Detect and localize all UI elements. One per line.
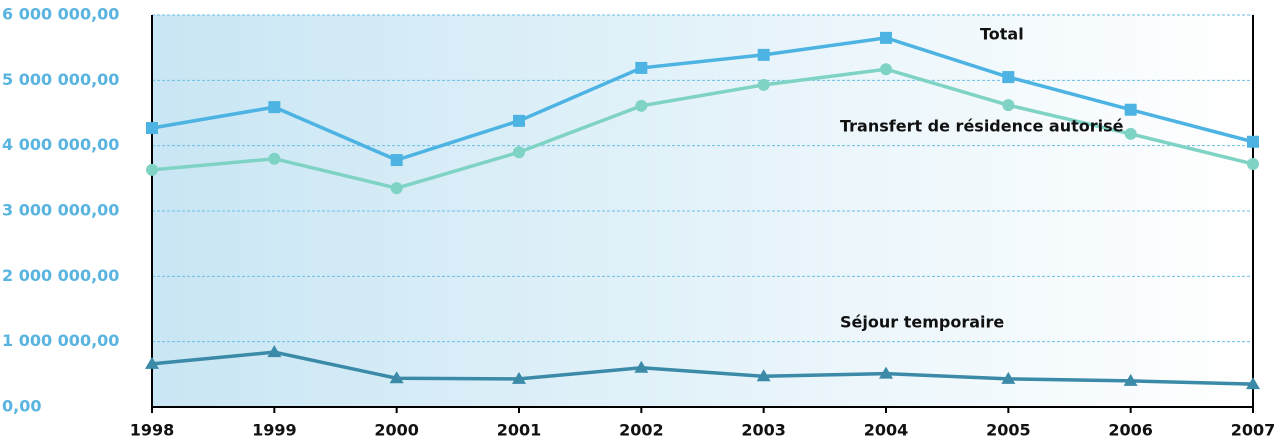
series-label: Séjour temporaire	[840, 313, 1004, 332]
y-tick-label: 5 000 000,00	[2, 70, 119, 89]
x-tick-label: 1999	[252, 421, 297, 440]
marker	[635, 99, 648, 112]
x-tick-label: 2002	[619, 421, 664, 440]
marker	[1002, 99, 1015, 112]
series-line	[151, 36, 1254, 162]
x-tick-label: 2004	[864, 421, 909, 440]
y-tick-label: 4 000 000,00	[2, 135, 119, 154]
marker	[1124, 127, 1137, 140]
marker	[757, 48, 770, 61]
marker	[389, 371, 404, 384]
marker	[634, 360, 649, 373]
marker	[1247, 157, 1259, 170]
marker	[390, 182, 403, 195]
marker	[512, 371, 526, 384]
marker	[1246, 377, 1260, 390]
marker	[880, 63, 892, 76]
y-tick-label: 3 000 000,00	[2, 201, 119, 220]
series-label: Transfert de résidence autorisé	[840, 117, 1124, 136]
x-tick-label: 2003	[741, 421, 786, 440]
marker	[756, 369, 771, 382]
marker	[268, 101, 281, 114]
marker	[1124, 103, 1137, 116]
marker	[267, 345, 282, 358]
y-tick-label: 1 000 000,00	[2, 331, 119, 350]
series-line	[151, 67, 1254, 190]
marker	[513, 114, 525, 127]
marker	[146, 122, 158, 135]
marker	[1001, 371, 1016, 384]
x-tick-label: 1998	[130, 421, 175, 440]
marker	[145, 356, 159, 369]
x-tick-label: 2007	[1231, 421, 1276, 440]
marker	[390, 154, 403, 167]
marker	[635, 61, 648, 74]
x-tick-label: 2006	[1108, 421, 1153, 440]
y-tick-label: 2 000 000,00	[2, 266, 119, 285]
marker	[1123, 373, 1138, 386]
marker	[879, 366, 893, 379]
x-tick-label: 2000	[374, 421, 419, 440]
y-tick-label: 0,00	[2, 397, 41, 416]
marker	[757, 78, 770, 91]
y-tick-label: 6 000 000,00	[2, 5, 119, 24]
marker	[513, 146, 525, 159]
series-line	[151, 350, 1254, 386]
x-tick-label: 2001	[497, 421, 542, 440]
x-tick-label: 2005	[986, 421, 1031, 440]
marker	[146, 163, 158, 176]
series-label: Total	[980, 25, 1024, 44]
marker	[1002, 71, 1015, 84]
marker	[880, 31, 892, 44]
marker	[1247, 135, 1259, 148]
marker	[268, 152, 281, 165]
